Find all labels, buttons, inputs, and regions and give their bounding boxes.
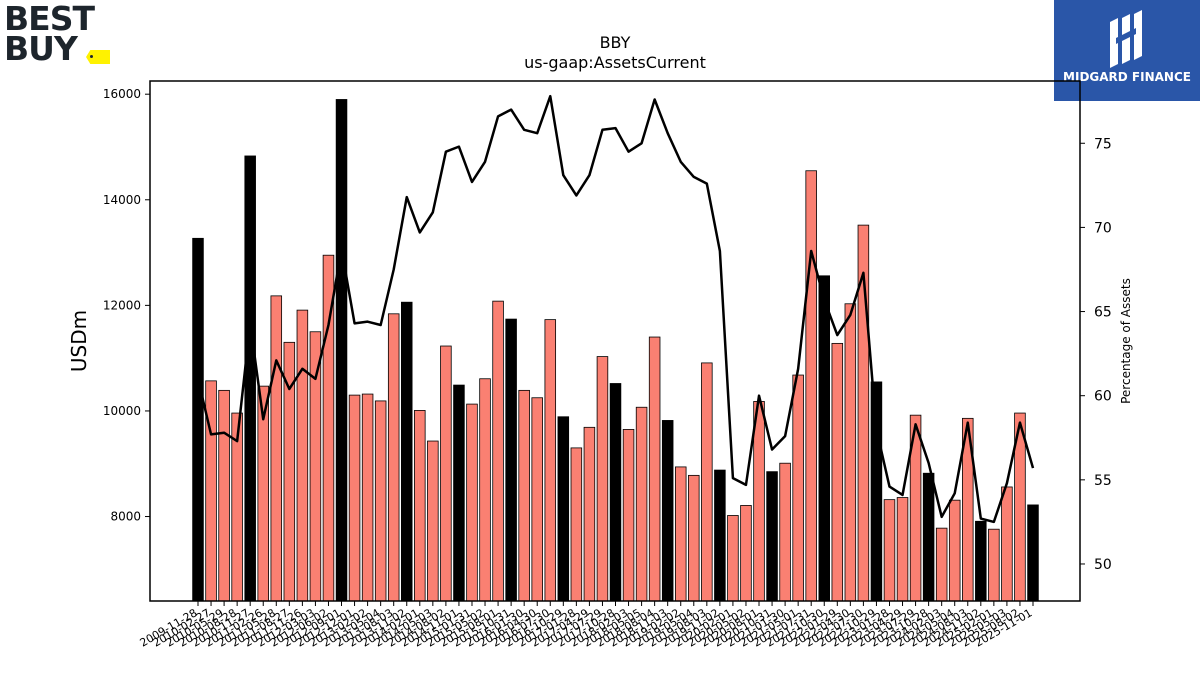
bar — [753, 401, 765, 602]
bar — [270, 295, 283, 602]
bar — [609, 383, 622, 602]
bar — [1027, 504, 1039, 602]
bar — [948, 499, 961, 602]
bar — [453, 384, 465, 602]
y2-tick-label: 60 — [1094, 389, 1112, 405]
bar — [896, 497, 909, 602]
bar — [309, 331, 322, 602]
logo-tag-icon — [86, 50, 110, 64]
bar — [492, 300, 504, 602]
bar — [583, 426, 596, 602]
bar — [570, 447, 583, 602]
bar — [335, 99, 348, 602]
bar — [192, 237, 204, 602]
y2-tick-label: 50 — [1094, 557, 1112, 573]
bar — [635, 406, 648, 602]
bar — [348, 394, 361, 602]
midgard-finance-logo: MIDGARD FINANCE — [1054, 0, 1200, 101]
bar — [740, 505, 752, 602]
logo-text-line2: BUY — [4, 29, 78, 68]
bar — [596, 356, 609, 602]
midgard-emblem-icon — [1110, 10, 1142, 68]
bar — [466, 403, 478, 602]
bar — [427, 440, 439, 602]
x-axis: 2009-11-282010-02-272010-05-292010-08-28… — [138, 601, 1035, 650]
bar — [766, 471, 778, 602]
bar — [400, 301, 413, 602]
chart-subtitle: us-gaap:AssetsCurrent — [524, 53, 706, 72]
bar — [544, 319, 557, 602]
bar — [648, 336, 661, 602]
y2-tick-label: 70 — [1094, 220, 1112, 236]
bar — [296, 309, 309, 602]
midgard-brand-text: MIDGARD FINANCE — [1063, 70, 1191, 84]
bar — [701, 362, 713, 602]
y2-tick-label: 65 — [1094, 305, 1112, 321]
right-axis: 50 55 60 65 70 75 — [1080, 136, 1112, 573]
bar — [935, 527, 948, 602]
bar — [727, 515, 739, 602]
left-axis: 8000 10000 12000 14000 16000 — [103, 87, 150, 524]
bar — [518, 389, 530, 602]
bar — [531, 397, 543, 602]
y-tick-label: 14000 — [103, 193, 141, 207]
bar — [218, 389, 230, 602]
bar — [674, 466, 687, 602]
bar — [440, 345, 452, 602]
bar — [779, 462, 791, 602]
bar — [374, 400, 387, 602]
y2-tick-label: 55 — [1094, 473, 1112, 489]
bar — [479, 378, 491, 602]
bar — [831, 342, 844, 602]
logo-text-line1: BEST — [4, 0, 95, 38]
bar — [688, 474, 700, 602]
bar — [792, 374, 804, 602]
bar — [361, 393, 374, 602]
bar — [714, 469, 726, 602]
best-buy-logo: BEST BUY — [4, 0, 114, 68]
y-axis-label: USDm — [67, 310, 91, 372]
bar — [622, 429, 635, 602]
bar — [988, 528, 1000, 602]
y2-axis-label: Percentage of Assets — [1119, 278, 1133, 404]
bar — [883, 499, 896, 602]
bar — [557, 416, 570, 602]
bar — [805, 170, 817, 602]
bar — [844, 303, 857, 602]
bar — [244, 155, 256, 602]
bar — [975, 520, 987, 602]
y2-tick-label: 75 — [1094, 136, 1112, 152]
bar — [414, 410, 426, 602]
bar — [922, 472, 935, 602]
bar — [505, 318, 517, 602]
bar — [661, 420, 674, 602]
bar — [818, 275, 831, 602]
bar-series — [192, 99, 1039, 602]
y-tick-label: 12000 — [103, 298, 141, 312]
percentage-line — [196, 94, 1035, 524]
y-tick-label: 16000 — [103, 87, 141, 101]
logo-tag-hole — [90, 55, 93, 58]
bar — [387, 313, 400, 602]
bar — [1001, 486, 1013, 602]
chart-title: BBY — [599, 33, 631, 52]
y-tick-label: 10000 — [103, 404, 141, 418]
y-tick-label: 8000 — [110, 510, 141, 524]
